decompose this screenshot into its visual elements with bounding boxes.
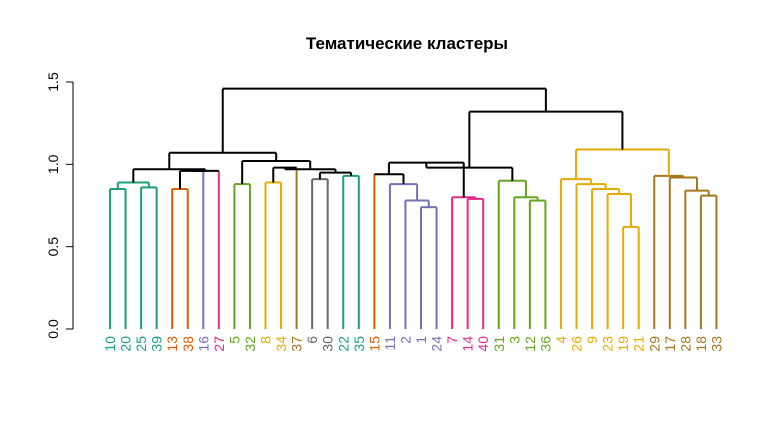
dendrogram-branch [622, 225, 640, 329]
dendrogram-branch [591, 188, 621, 329]
dendrogram-branch [684, 189, 710, 329]
dendrogram-branch [388, 183, 419, 329]
dendrogram-branch [191, 169, 220, 329]
leaf-label: 12 [522, 336, 538, 352]
leaf-label: 40 [475, 336, 491, 352]
leaf-label: 35 [351, 336, 367, 352]
leaf-label: 16 [195, 336, 211, 352]
leaf-label: 26 [569, 336, 585, 352]
leaf-label: 1 [413, 336, 429, 344]
leaf-label: 14 [460, 336, 476, 352]
y-tick-label: 1.5 [45, 72, 61, 92]
dendrogram-branch [171, 188, 189, 329]
leaf-label: 15 [366, 336, 382, 352]
leaf-label: 29 [646, 336, 662, 352]
leaf-label: 28 [677, 336, 693, 352]
y-tick-label: 0.0 [45, 319, 61, 339]
leaf-label: 34 [273, 336, 289, 352]
dendrogram-branch [233, 183, 251, 329]
leaf-label: 24 [429, 336, 445, 352]
dendrogram-branch [575, 148, 670, 180]
dendrogram-branch [468, 110, 624, 168]
dendrogram-branch [528, 199, 547, 329]
dendrogram-branch [264, 181, 283, 329]
y-axis: 0.0 0.5 1.0 1.5 [45, 72, 74, 339]
dendrogram-tree [109, 87, 718, 329]
dendrogram-branch [606, 192, 632, 329]
leaf-label: 18 [693, 336, 709, 352]
dendrogram-branch [272, 166, 298, 329]
dendrogram-branch [699, 194, 718, 329]
dendrogram-branch [140, 186, 158, 329]
leaf-label: 9 [584, 336, 600, 344]
leaf-label: 22 [335, 336, 351, 352]
leaf-labels: 10 20 25 39 13 38 16 27 5 32 8 34 37 6 30 22 35 15 11 2 1 24 7… [102, 336, 724, 352]
y-tick-label: 1.0 [45, 154, 61, 174]
leaf-label: 19 [615, 336, 631, 352]
y-tick-label: 0.5 [45, 237, 61, 257]
leaf-label: 36 [537, 336, 553, 352]
dendrogram-branch [221, 87, 547, 153]
dendrogram-branch [342, 174, 360, 329]
leaf-label: 7 [444, 336, 460, 344]
leaf-label: 21 [631, 336, 647, 352]
leaf-label: 37 [289, 336, 305, 352]
leaf-label: 5 [226, 336, 242, 344]
dendrogram-branch [497, 179, 527, 329]
leaf-label: 4 [553, 336, 569, 344]
leaf-label: 25 [133, 336, 149, 352]
leaf-label: 33 [708, 336, 724, 352]
leaf-label: 32 [242, 336, 258, 352]
dendrogram-branch [178, 169, 205, 329]
leaf-label: 17 [662, 336, 678, 352]
dendrogram-branch [241, 160, 312, 185]
leaf-label: 30 [320, 336, 336, 352]
leaf-label: 39 [149, 336, 165, 352]
leaf-label: 11 [382, 336, 398, 351]
leaf-label: 23 [600, 336, 616, 352]
chart-title: Тематические кластеры [306, 34, 508, 53]
dendrogram-branch [513, 196, 539, 329]
leaf-label: 27 [211, 336, 227, 352]
leaf-label: 3 [506, 336, 522, 344]
dendrogram-branch [420, 206, 438, 329]
dendrogram-branch [668, 176, 699, 329]
dendrogram-branch [404, 199, 430, 329]
leaf-label: 13 [164, 336, 180, 352]
leaf-label: 31 [491, 336, 507, 352]
leaf-label: 8 [258, 336, 274, 344]
leaf-label: 10 [102, 336, 118, 352]
leaf-label: 38 [180, 336, 196, 352]
dendrogram-branch [451, 196, 477, 329]
dendrogram-branch [311, 178, 329, 329]
dendrogram-branch [109, 188, 127, 329]
leaf-label: 20 [118, 336, 134, 352]
leaf-label: 6 [304, 336, 320, 344]
dendrogram-branch [466, 197, 485, 329]
leaf-label: 2 [397, 336, 413, 344]
